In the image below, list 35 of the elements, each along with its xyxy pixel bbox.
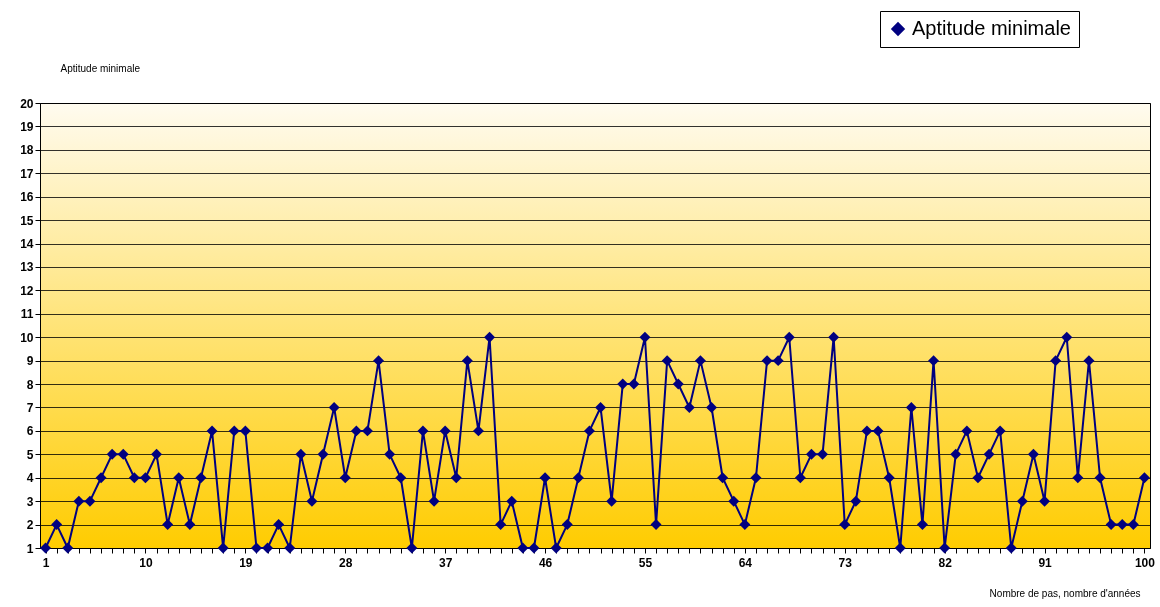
x-tick-label: 28: [339, 555, 353, 570]
y-tick-label: 13: [20, 260, 34, 275]
x-tick-label: 100: [1134, 555, 1156, 570]
x-tick-label: 82: [938, 555, 953, 570]
y-tick-label: 1: [26, 541, 34, 556]
x-tick-label: 1: [42, 555, 50, 570]
y-tick-label: 6: [26, 424, 34, 439]
y-axis-title: Aptitude minimale: [60, 62, 141, 74]
x-axis-title: Nombre de pas, nombre d'années: [989, 587, 1141, 599]
y-tick-label: 14: [20, 237, 34, 252]
x-tick-label: 46: [538, 555, 553, 570]
y-tick-label: 7: [26, 400, 34, 415]
y-tick-label: 12: [20, 283, 34, 298]
x-tick-label: 55: [638, 555, 653, 570]
y-tick-label: 19: [20, 119, 34, 134]
y-tick-label: 5: [26, 447, 34, 462]
legend-label: Aptitude minimale: [912, 17, 1071, 39]
y-tick-label: 9: [26, 354, 34, 369]
x-tick-label: 19: [239, 555, 253, 570]
y-tick-label: 17: [20, 166, 34, 181]
x-tick-label: 10: [139, 555, 153, 570]
y-tick-label: 20: [20, 96, 34, 111]
x-tick-label: 64: [738, 555, 753, 570]
y-tick-label: 10: [20, 330, 34, 345]
y-tick-label: 8: [26, 377, 34, 392]
y-tick-label: 15: [20, 213, 34, 228]
x-tick-label: 91: [1038, 555, 1053, 570]
y-tick-label: 4: [26, 471, 34, 486]
y-tick-label: 2: [26, 518, 34, 533]
x-tick-label: 37: [438, 555, 453, 570]
x-tick-label: 73: [838, 555, 853, 570]
y-tick-label: 3: [26, 494, 34, 509]
y-tick-label: 16: [20, 190, 34, 205]
y-tick-label: 18: [20, 143, 34, 158]
y-tick-label: 11: [20, 307, 34, 322]
